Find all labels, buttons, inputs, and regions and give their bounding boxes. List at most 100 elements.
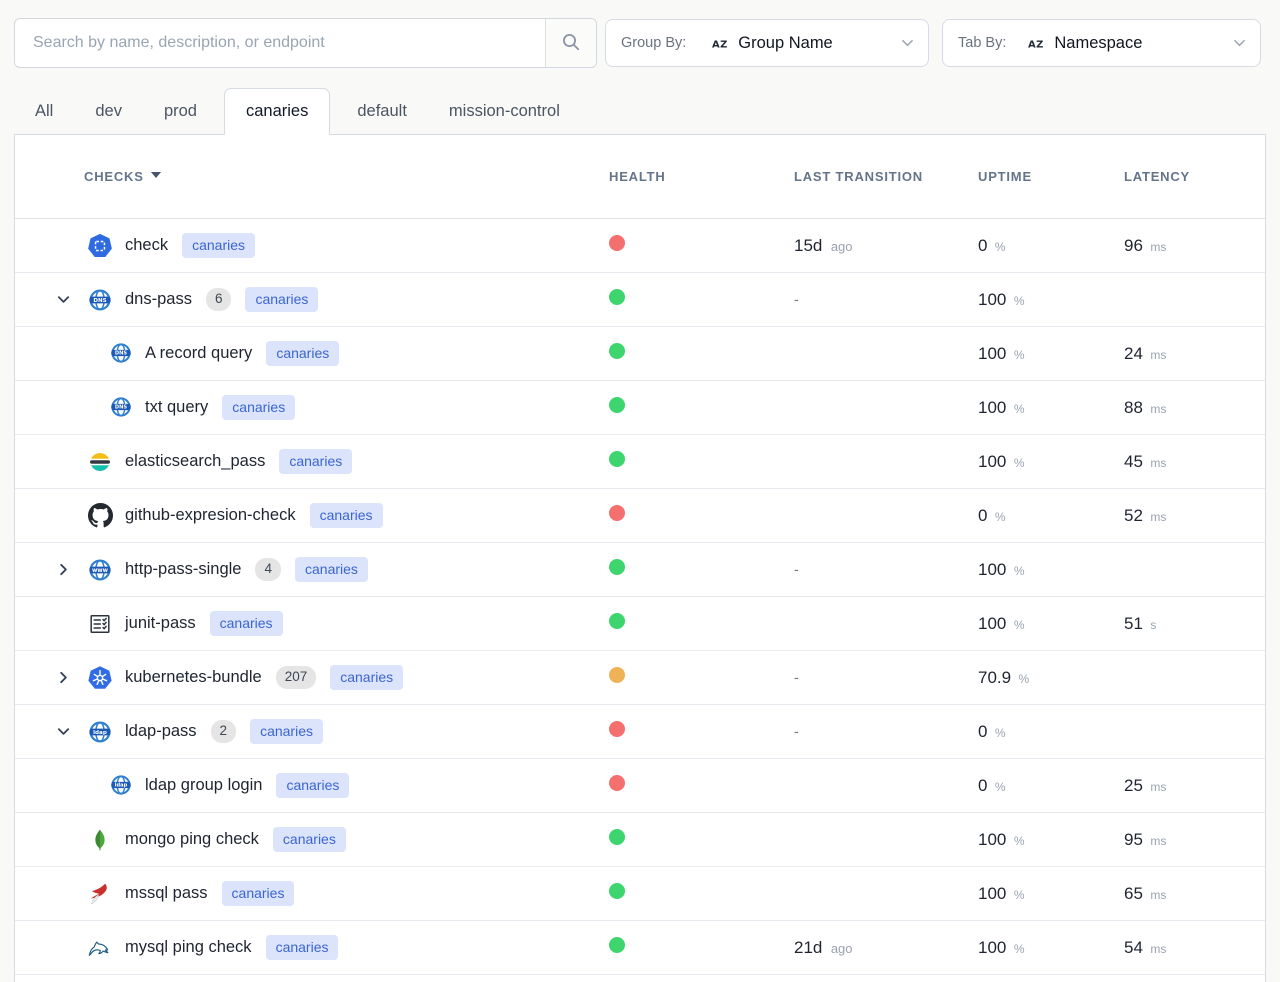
table-row[interactable]: DNS dns-pass 6 canaries - 100 %	[15, 273, 1265, 327]
tab-by-label: Tab By:	[958, 35, 1007, 51]
table-row[interactable]: github-expresion-check canaries 0 % 52 m…	[15, 489, 1265, 543]
tab-default[interactable]: default	[336, 88, 428, 134]
latency-value: 54	[1124, 937, 1143, 957]
child-count-badge: 4	[255, 558, 281, 581]
check-name: junit-pass	[125, 614, 196, 632]
column-header-checks[interactable]: CHECKS	[15, 169, 609, 184]
health-status-dot	[609, 937, 625, 953]
table-row[interactable]: ldap ldap group login canaries 0 % 25 ms	[15, 759, 1265, 813]
mysql-icon	[87, 935, 113, 961]
table-row[interactable]: mongo ping check canaries 100 % 95 ms	[15, 813, 1265, 867]
last-transition-cell: 15d ago	[794, 236, 978, 256]
uptime-unit: %	[1013, 293, 1025, 308]
latency-value: 52	[1124, 505, 1143, 525]
elasticsearch-icon	[87, 449, 113, 475]
uptime-cell: 100 %	[978, 614, 1124, 634]
health-cell	[609, 829, 794, 850]
health-status-dot	[609, 667, 625, 683]
health-cell	[609, 451, 794, 472]
check-name: ldap group login	[145, 775, 263, 794]
table-row[interactable]: junit-pass canaries 100 % 51 s	[15, 597, 1265, 651]
collapse-chevron-icon[interactable]	[52, 292, 74, 307]
uptime-value: 100	[978, 289, 1007, 309]
uptime-cell: 100 %	[978, 884, 1124, 904]
table-row[interactable]: DNS A record query canaries 100 % 24 ms	[15, 327, 1265, 381]
check-name-cell: DNS A record query canaries	[15, 341, 609, 366]
column-label: LAST TRANSITION	[794, 169, 923, 184]
tab-canaries[interactable]: canaries	[223, 88, 331, 135]
column-header-latency[interactable]: LATENCY	[1124, 169, 1265, 184]
latency-cell: 54 ms	[1124, 938, 1265, 958]
health-status-dot	[609, 397, 625, 413]
dns-icon: DNS	[87, 287, 113, 313]
collapse-chevron-icon[interactable]	[52, 724, 74, 739]
last-transition-value: 21d	[794, 937, 823, 957]
health-status-dot	[609, 613, 625, 629]
check-name: mongo ping check	[125, 830, 259, 848]
check-name: kubernetes-bundle	[125, 668, 262, 686]
uptime-unit: %	[1013, 347, 1025, 362]
check-name-cell: DNS dns-pass 6 canaries	[15, 287, 609, 313]
check-name-cell: kubernetes-bundle 207 canaries	[15, 665, 609, 691]
table-row[interactable]: check canaries 15d ago 0 % 96 ms	[15, 219, 1265, 273]
expand-chevron-icon[interactable]	[52, 670, 74, 685]
latency-value: 95	[1124, 829, 1143, 849]
table-row[interactable]: mssql pass canaries 100 % 65 ms	[15, 867, 1265, 921]
column-header-uptime[interactable]: UPTIME	[978, 169, 1124, 184]
expand-chevron-icon[interactable]	[52, 562, 74, 577]
check-name: http-pass-single	[125, 560, 242, 578]
namespace-badge: canaries	[272, 827, 346, 852]
tab-label: mission-control	[448, 101, 560, 120]
namespace-badge: canaries	[330, 665, 404, 690]
column-header-health[interactable]: HEALTH	[609, 169, 794, 184]
health-cell	[609, 289, 794, 310]
uptime-unit: %	[994, 239, 1006, 254]
latency-cell: 45 ms	[1124, 452, 1265, 472]
table-row[interactable]: ldap ldap-pass 2 canaries - 0 %	[15, 705, 1265, 759]
uptime-unit: %	[994, 779, 1006, 794]
uptime-value: 100	[978, 829, 1007, 849]
check-name-cell: junit-pass canaries	[15, 611, 609, 637]
check-name-cell: ldap ldap-pass 2 canaries	[15, 719, 609, 745]
svg-text:Z: Z	[1036, 39, 1043, 50]
last-transition-cell: -	[794, 723, 978, 741]
health-status-dot	[609, 829, 625, 845]
uptime-cell: 70.9 %	[978, 668, 1124, 688]
mongo-icon	[87, 827, 113, 853]
latency-cell: 88 ms	[1124, 398, 1265, 418]
check-name: check	[125, 236, 169, 254]
last-transition-cell: 21d ago	[794, 938, 978, 958]
latency-cell: 25 ms	[1124, 776, 1265, 796]
check-name-cell: ldap ldap group login canaries	[15, 773, 609, 798]
check-name: github-expresion-check	[125, 506, 296, 524]
latency-unit: ms	[1150, 401, 1167, 416]
table-row[interactable]: mysql ping check canaries 21d ago 100 % …	[15, 921, 1265, 975]
column-header-last-transition[interactable]: LAST TRANSITION	[794, 169, 978, 184]
health-cell	[609, 937, 794, 958]
chevron-down-icon	[1234, 39, 1245, 47]
uptime-cell: 0 %	[978, 236, 1124, 256]
tab-dev[interactable]: dev	[74, 88, 143, 134]
svg-text:DNS: DNS	[93, 297, 106, 303]
uptime-value: 0	[978, 235, 988, 255]
uptime-cell: 0 %	[978, 776, 1124, 796]
tab-mission-control[interactable]: mission-control	[428, 88, 581, 134]
tab-prod[interactable]: prod	[143, 88, 218, 134]
search-input[interactable]	[15, 19, 545, 67]
table-row[interactable]: www http-pass-single 4 canaries - 100 %	[15, 543, 1265, 597]
namespace-badge: canaries	[221, 881, 295, 906]
search-button[interactable]	[545, 19, 596, 67]
tab-label: prod	[163, 101, 197, 120]
table-row[interactable]: DNS txt query canaries 100 % 88 ms	[15, 381, 1265, 435]
last-transition-value: 15d	[794, 235, 823, 255]
namespace-badge: canaries	[245, 287, 319, 312]
tab-all[interactable]: All	[14, 88, 74, 134]
health-cell	[609, 505, 794, 526]
check-name: ldap-pass	[125, 722, 197, 740]
table-row[interactable]: elasticsearch_pass canaries 100 % 45 ms	[15, 435, 1265, 489]
table-row[interactable]: kubernetes-bundle 207 canaries - 70.9 %	[15, 651, 1265, 705]
tab-by-value: Namespace	[1054, 33, 1143, 52]
